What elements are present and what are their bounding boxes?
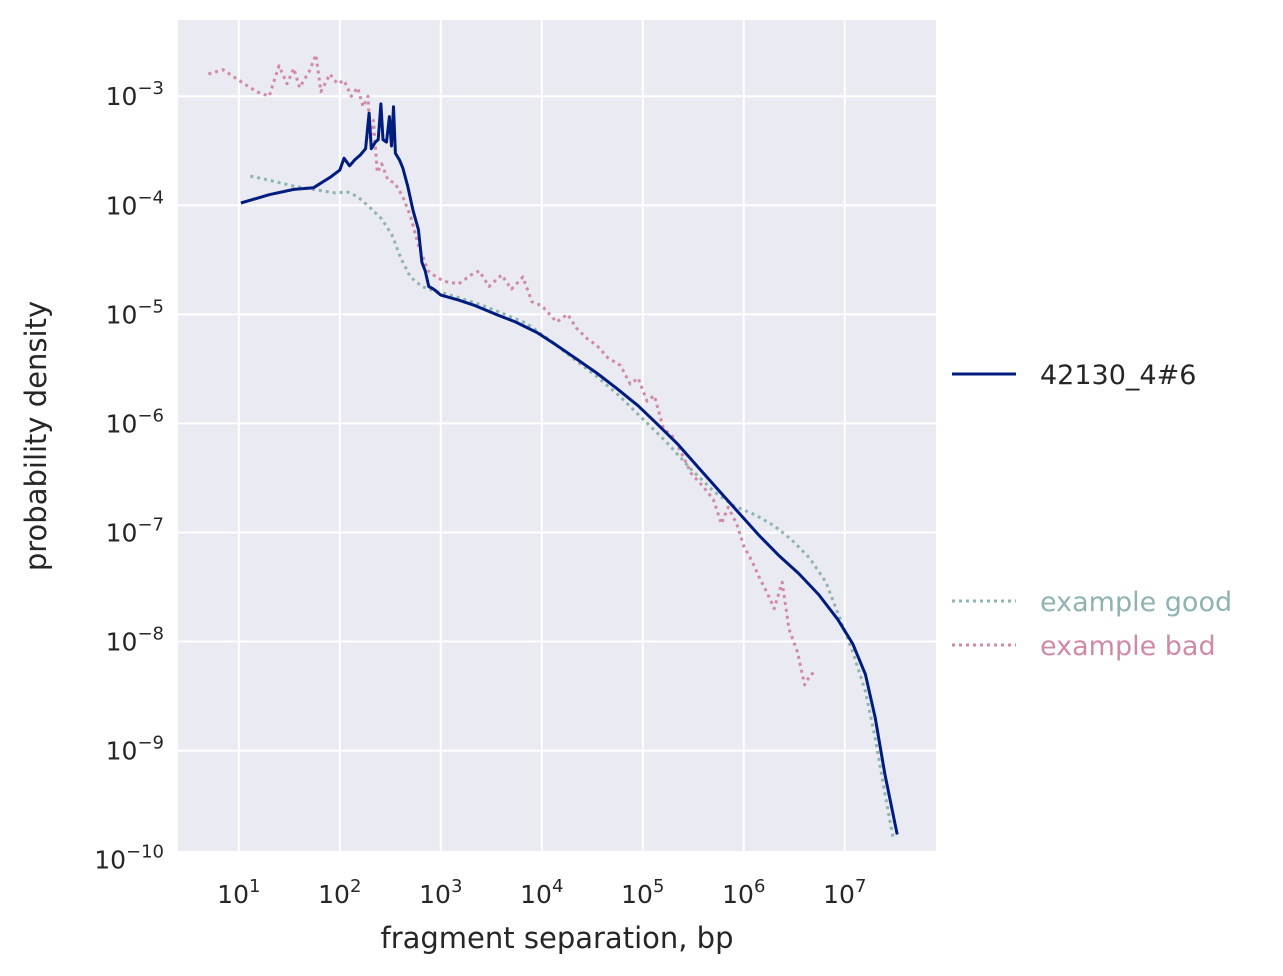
x-tick-label: 104: [520, 876, 563, 909]
x-tick-label: 103: [419, 876, 462, 909]
x-tick-label: 102: [318, 876, 361, 909]
y-tick-label: 10−5: [106, 296, 164, 329]
plot-area: [178, 20, 936, 851]
y-tick-label: 10−3: [106, 78, 164, 111]
y-tick-label: 10−9: [106, 733, 164, 766]
x-tick-labels: 101 102 103 104 105 106 107: [217, 876, 866, 909]
y-tick-label: 10−7: [106, 514, 164, 547]
legend-label-42130-4-6: 42130_4#6: [1040, 360, 1196, 391]
x-tick-label: 101: [217, 876, 260, 909]
x-axis-label: fragment separation, bp: [381, 921, 734, 955]
x-tick-label: 106: [722, 876, 765, 909]
legend: 42130_4#6 example good example bad: [952, 360, 1232, 662]
legend-label-example-bad: example bad: [1040, 631, 1216, 662]
x-tick-label: 107: [823, 876, 866, 909]
legend-label-example-good: example good: [1040, 587, 1232, 618]
y-axis-label: probability density: [19, 301, 53, 571]
x-tick-label: 105: [621, 876, 664, 909]
y-tick-label: 10−10: [94, 842, 164, 875]
y-tick-label: 10−4: [106, 187, 164, 220]
series-line-example-good: [249, 174, 895, 838]
series-line-42130-4-6: [240, 102, 899, 835]
y-tick-label: 10−8: [106, 624, 164, 657]
y-tick-label: 10−6: [106, 405, 164, 438]
y-tick-labels: 10−3 10−4 10−5 10−6 10−7 10−8 10−9 10−10: [94, 78, 164, 874]
series-layer: [207, 53, 899, 838]
series-line-example-bad: [207, 53, 816, 687]
grid-lines: [178, 20, 936, 861]
